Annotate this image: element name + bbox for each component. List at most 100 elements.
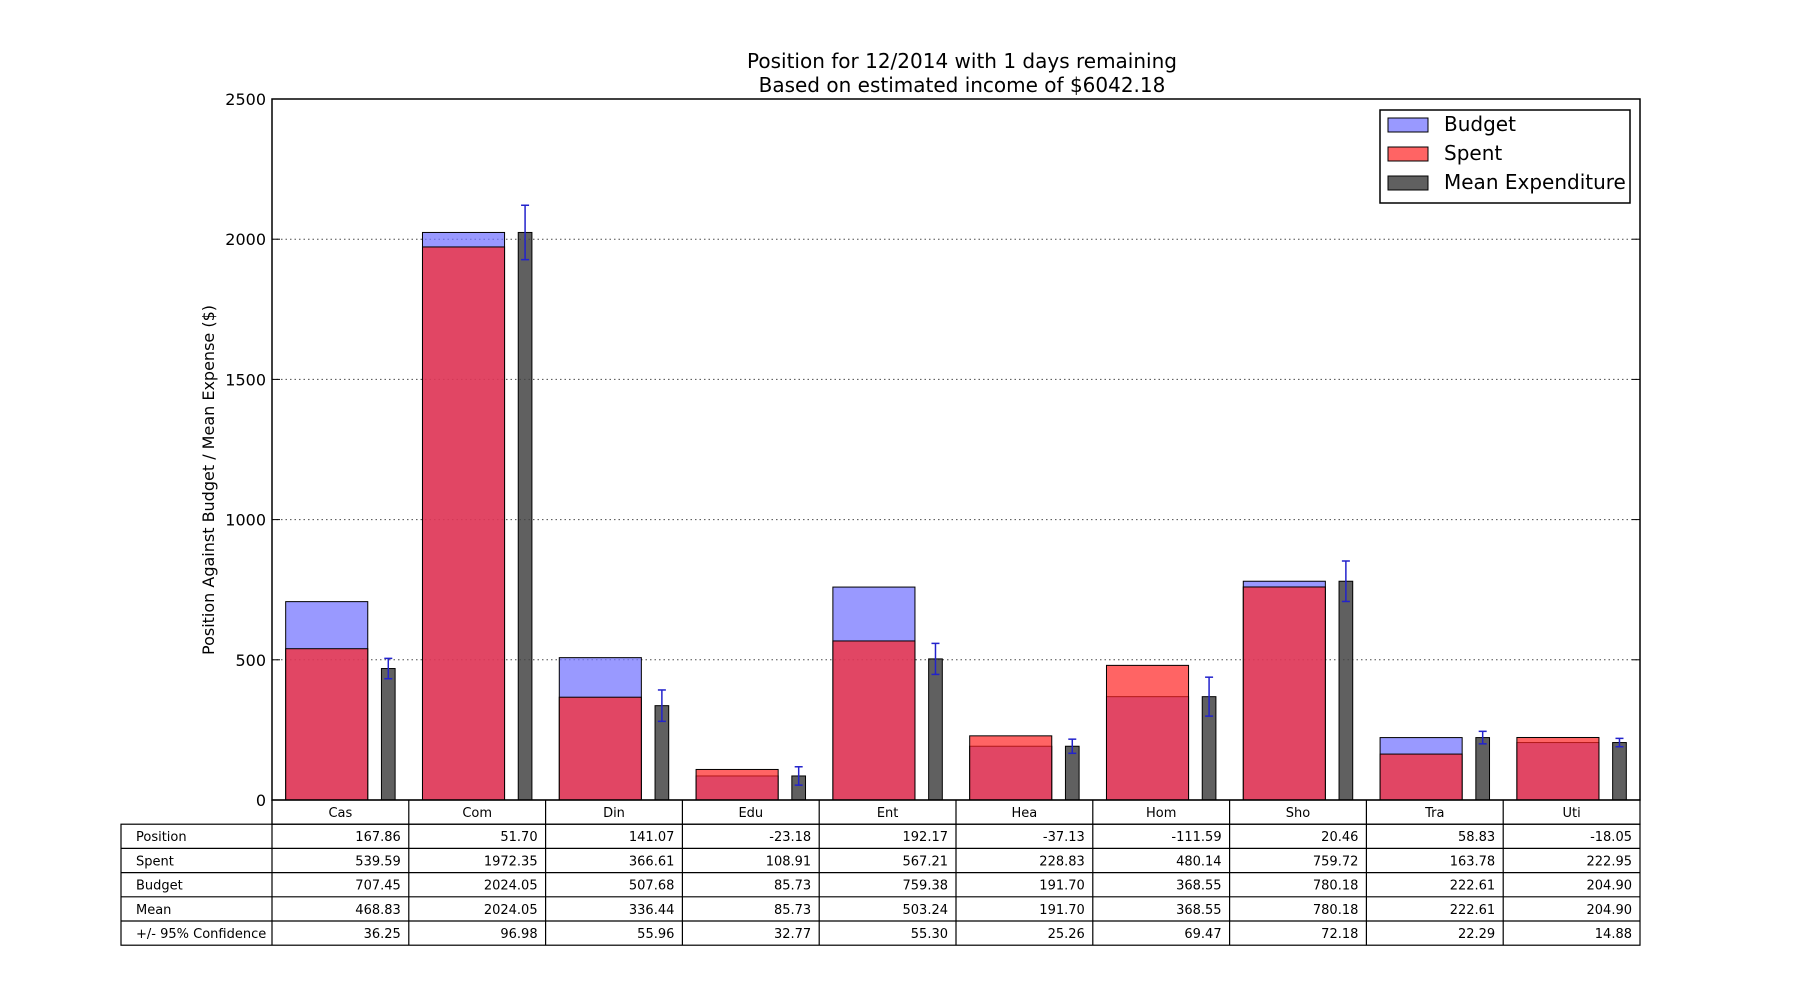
table-cell: 51.70 <box>500 830 537 845</box>
bar-mean-expenditure <box>1475 737 1491 801</box>
table-cell: 503.24 <box>903 903 949 918</box>
table-cell: -23.18 <box>769 830 811 845</box>
legend-label: Mean Expenditure <box>1444 170 1626 194</box>
table-cell: 539.59 <box>355 854 401 869</box>
bar-mean-expenditure <box>1612 742 1627 801</box>
table-column-header: Sho <box>1286 806 1310 821</box>
table-cell: 507.68 <box>629 879 675 894</box>
table-cell: 85.73 <box>774 879 811 894</box>
legend-label: Spent <box>1444 141 1502 165</box>
table-column-header: Com <box>462 806 492 821</box>
bar-spent <box>1105 664 1190 801</box>
table-row-label: Budget <box>136 879 183 894</box>
table-cell: 20.46 <box>1321 830 1358 845</box>
table-cell: 2024.05 <box>484 879 538 894</box>
table-cell: 368.55 <box>1176 879 1222 894</box>
table-cell: 222.61 <box>1450 903 1496 918</box>
table-cell: 366.61 <box>629 854 675 869</box>
table-cell: 85.73 <box>774 903 811 918</box>
table-cell: 204.90 <box>1587 879 1633 894</box>
table-cell: 58.83 <box>1458 830 1495 845</box>
table-column-header: Edu <box>738 806 763 821</box>
table-cell: 336.44 <box>629 903 675 918</box>
bar-mean-expenditure <box>1064 745 1080 801</box>
legend-swatch <box>1387 146 1429 162</box>
bar-spent <box>832 640 916 801</box>
table-column-header: Hom <box>1146 806 1176 821</box>
table-row-label: Mean <box>136 903 171 918</box>
chart-subtitle: Based on estimated income of $6042.18 <box>759 73 1166 97</box>
legend-swatch <box>1387 117 1429 133</box>
y-tick-label: 1000 <box>225 511 266 530</box>
y-tick-label: 2500 <box>225 90 266 109</box>
bar-mean-expenditure <box>517 231 533 801</box>
y-tick-label: 500 <box>235 651 266 670</box>
table-cell: -37.13 <box>1043 830 1085 845</box>
table-cell: 228.83 <box>1039 854 1085 869</box>
legend-label: Budget <box>1444 112 1516 136</box>
table-cell: 191.70 <box>1039 903 1085 918</box>
table-row-label: Position <box>136 830 187 845</box>
gridlines <box>272 238 1640 661</box>
table-cell: 108.91 <box>766 854 812 869</box>
table-row-label: +/- 95% Confidence <box>136 927 266 942</box>
bar-spent <box>1516 736 1600 801</box>
bar-mean-expenditure <box>380 668 396 801</box>
table-row-label: Spent <box>136 854 174 869</box>
table-cell: 55.96 <box>637 927 674 942</box>
table-column-header: Din <box>603 806 625 821</box>
bar-spent <box>1379 753 1463 801</box>
table-body-frame <box>120 823 1641 946</box>
y-axis-ticks: 0 500 1000 1500 2000 2500 <box>225 90 1640 810</box>
bar-mean-expenditure <box>928 658 943 801</box>
table-column-header: Uti <box>1562 806 1580 821</box>
bar-spent <box>969 735 1053 801</box>
table-cell: 222.95 <box>1587 854 1633 869</box>
legend: Budget Spent Mean Expenditure <box>1379 109 1631 204</box>
table-column-header: Ent <box>877 806 899 821</box>
bar-spent <box>1242 586 1326 801</box>
bar-spent <box>285 648 369 801</box>
table-column-header: Hea <box>1012 806 1038 821</box>
bar-spent <box>558 696 642 801</box>
table-cell: 780.18 <box>1313 903 1359 918</box>
table-cell: 32.77 <box>774 927 811 942</box>
table-cell: 25.26 <box>1048 927 1085 942</box>
table-cell: 69.47 <box>1184 927 1221 942</box>
bars <box>285 204 1627 801</box>
table-cell: 759.38 <box>903 879 949 894</box>
legend-swatch <box>1387 175 1429 191</box>
data-table: Cas Com Din Edu Ent Hea Hom Sho Tra Uti Position 16… <box>120 799 1641 946</box>
bar-mean-expenditure <box>1338 580 1354 801</box>
table-cell: 191.70 <box>1039 879 1085 894</box>
table-cell: 96.98 <box>500 927 537 942</box>
table-cell: 1972.35 <box>484 854 538 869</box>
y-tick-label: 0 <box>256 791 266 810</box>
table-cell: -111.59 <box>1171 830 1221 845</box>
table-cell: 468.83 <box>355 903 401 918</box>
table-cell: 72.18 <box>1321 927 1358 942</box>
table-cell: 480.14 <box>1176 854 1222 869</box>
bar-spent <box>695 768 779 801</box>
y-axis-label: Position Against Budget / Mean Expense (… <box>199 305 218 655</box>
table-cell: 14.88 <box>1595 927 1632 942</box>
table-cell: 780.18 <box>1313 879 1359 894</box>
table-cell: 567.21 <box>903 854 949 869</box>
table-cell: 163.78 <box>1450 854 1496 869</box>
table-cell: 36.25 <box>364 927 401 942</box>
table-cell: 192.17 <box>903 830 949 845</box>
table-column-header: Tra <box>1424 806 1444 821</box>
table-cell: 167.86 <box>355 830 401 845</box>
table-cell: 141.07 <box>629 830 675 845</box>
table-cell: 55.30 <box>911 927 948 942</box>
table-cell: 204.90 <box>1587 903 1633 918</box>
table-cell: 222.61 <box>1450 879 1496 894</box>
table-cell: 2024.05 <box>484 903 538 918</box>
table-column-header: Cas <box>328 806 352 821</box>
chart-title: Position for 12/2014 with 1 days remaini… <box>747 49 1177 73</box>
table-cell: 707.45 <box>355 879 401 894</box>
table-cell: -18.05 <box>1590 830 1632 845</box>
table-cell: 368.55 <box>1176 903 1222 918</box>
bar-spent <box>421 246 506 801</box>
